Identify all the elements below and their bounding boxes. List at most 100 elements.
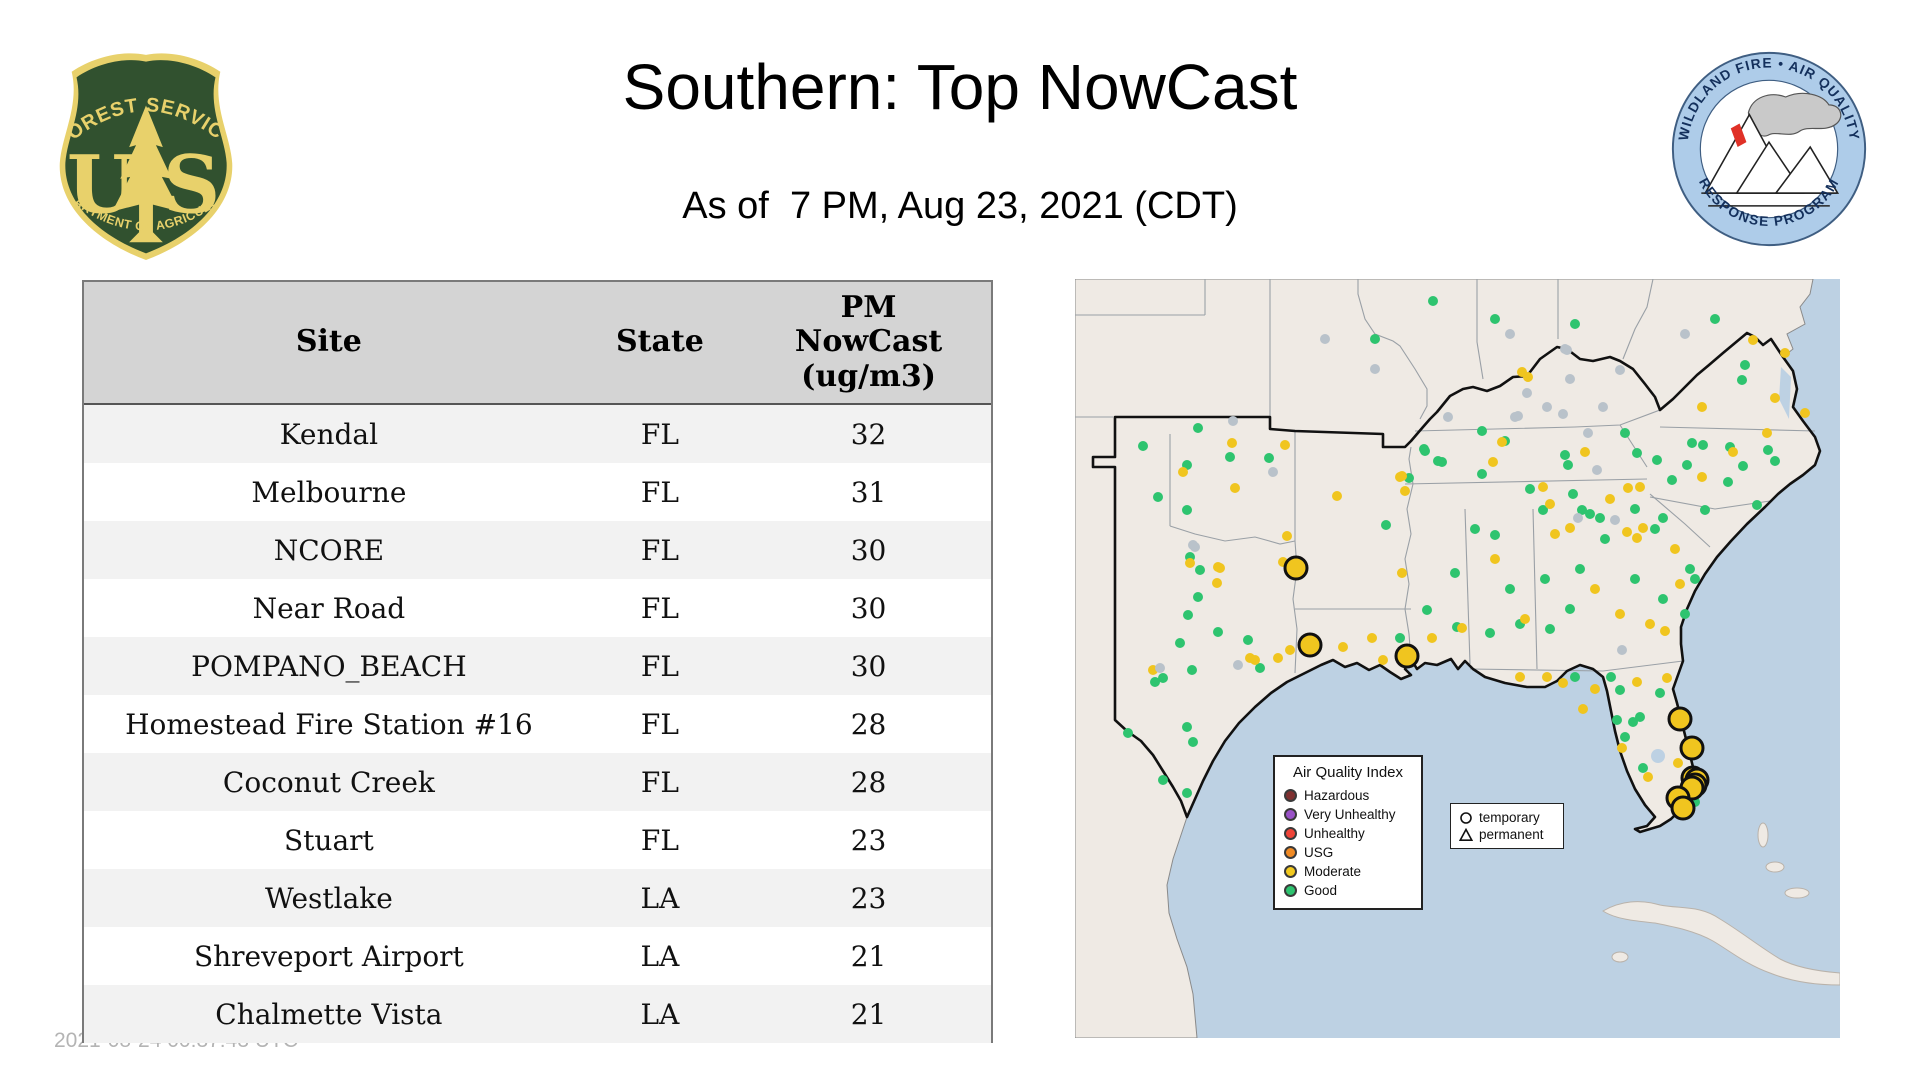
monitor-dot-good xyxy=(1433,456,1443,466)
cell-state: FL xyxy=(640,649,679,683)
aqi-item-label: USG xyxy=(1304,845,1334,860)
cell-site: Melbourne xyxy=(251,475,407,509)
top-site-marker xyxy=(1394,643,1420,669)
top-site-marker xyxy=(1297,632,1323,658)
monitor-dot-good xyxy=(1490,314,1500,324)
top-site-markers xyxy=(1283,555,1710,821)
monitor-dot-moderate xyxy=(1615,609,1625,619)
table-row: Stuart FL 23 xyxy=(84,811,991,869)
monitor-dot-moderate xyxy=(1215,563,1225,573)
table-row: Near Road FL 30 xyxy=(84,579,991,637)
aqi-legend-item: Good xyxy=(1284,881,1412,900)
monitor-dot-no_data xyxy=(1610,515,1620,525)
monitor-dot-moderate xyxy=(1397,471,1407,481)
monitor-dot-moderate xyxy=(1762,428,1772,438)
monitor-dot-good xyxy=(1187,665,1197,675)
aqi-item-label: Moderate xyxy=(1304,864,1362,879)
map-canvas xyxy=(1075,279,1840,1038)
monitor-dot-good xyxy=(1264,453,1274,463)
cell-state: FL xyxy=(640,417,679,451)
aqi-legend-item: Moderate xyxy=(1284,862,1412,881)
monitor-dot-good xyxy=(1243,635,1253,645)
monitor-dot-moderate xyxy=(1643,772,1653,782)
monitor-dot-good xyxy=(1635,712,1645,722)
table-row: POMPANO_BEACH FL 30 xyxy=(84,637,991,695)
temporary-label: temporary xyxy=(1479,810,1540,825)
monitor-dot-good xyxy=(1740,360,1750,370)
monitor-dot-moderate xyxy=(1673,758,1683,768)
monitor-dot-no_data xyxy=(1228,416,1238,426)
cell-state: FL xyxy=(640,591,679,625)
aqi-swatch-icon xyxy=(1284,884,1297,897)
monitor-dot-moderate xyxy=(1517,367,1527,377)
cell-value: 21 xyxy=(850,997,887,1031)
monitor-dot-good xyxy=(1158,673,1168,683)
island xyxy=(1784,887,1810,899)
cell-state: FL xyxy=(640,475,679,509)
monitor-dot-no_data xyxy=(1542,402,1552,412)
cell-value: 30 xyxy=(850,649,887,683)
top-site-marker xyxy=(1679,735,1705,761)
cell-state: FL xyxy=(640,707,679,741)
top-site-marker xyxy=(1283,555,1309,581)
cuba-island xyxy=(1602,901,1840,986)
monitor-dot-good xyxy=(1158,775,1168,785)
monitor-dot-moderate xyxy=(1378,655,1388,665)
monitor-dot-moderate xyxy=(1538,482,1548,492)
pm-header-line1: PM xyxy=(840,289,897,325)
monitor-dot-good xyxy=(1381,520,1391,530)
monitor-dot-no_data xyxy=(1560,344,1570,354)
monitor-dot-no_data xyxy=(1443,412,1453,422)
monitor-dot-good xyxy=(1422,605,1432,615)
monitor-dot-good xyxy=(1723,477,1733,487)
temporary-row: temporary xyxy=(1459,809,1555,826)
monitor-dot-good xyxy=(1685,564,1695,574)
monitor-dot-good xyxy=(1183,610,1193,620)
aqi-legend-title: Air Quality Index xyxy=(1292,764,1404,781)
cell-site: Chalmette Vista xyxy=(215,997,443,1031)
monitor-dot-good xyxy=(1477,426,1487,436)
monitor-dot-good xyxy=(1710,314,1720,324)
marker-type-legend: temporary permanent xyxy=(1450,803,1564,849)
permanent-triangle-icon xyxy=(1459,827,1473,841)
monitor-dot-good xyxy=(1153,492,1163,502)
island xyxy=(1611,951,1629,963)
monitor-dot-no_data xyxy=(1522,388,1532,398)
top-site-marker xyxy=(1670,795,1696,821)
monitor-dot-moderate xyxy=(1697,472,1707,482)
cell-site: POMPANO_BEACH xyxy=(191,649,467,683)
monitor-dot-moderate xyxy=(1623,483,1633,493)
monitor-dot-moderate xyxy=(1632,677,1642,687)
monitor-dot-moderate xyxy=(1400,486,1410,496)
monitor-dot-moderate xyxy=(1578,704,1588,714)
monitor-dot-moderate xyxy=(1780,348,1790,358)
monitor-dot-no_data xyxy=(1155,663,1165,673)
aqi-item-label: Unhealthy xyxy=(1304,826,1365,841)
monitor-dot-moderate xyxy=(1660,626,1670,636)
cell-site: Westlake xyxy=(264,881,393,915)
column-header-state: State xyxy=(573,282,747,405)
table-row: NCORE FL 30 xyxy=(84,521,991,579)
monitor-dot-good xyxy=(1193,423,1203,433)
monitor-dot-good xyxy=(1687,438,1697,448)
monitor-dot-moderate xyxy=(1565,523,1575,533)
cell-site: Near Road xyxy=(252,591,406,625)
monitor-dot-good xyxy=(1690,574,1700,584)
aqi-legend-item: Hazardous xyxy=(1284,786,1412,805)
monitor-dot-good xyxy=(1138,441,1148,451)
monitor-dot-moderate xyxy=(1632,533,1642,543)
monitor-dot-moderate xyxy=(1617,743,1627,753)
column-header-site: Site xyxy=(84,282,574,405)
permanent-label: permanent xyxy=(1479,827,1544,842)
cell-state: FL xyxy=(640,533,679,567)
chesapeake-bay xyxy=(1779,367,1791,419)
monitor-dot-moderate xyxy=(1230,483,1240,493)
monitor-dot-moderate xyxy=(1520,614,1530,624)
monitor-dot-good xyxy=(1612,715,1622,725)
monitor-dot-moderate xyxy=(1282,531,1292,541)
monitor-dot-moderate xyxy=(1728,447,1738,457)
cell-state: LA xyxy=(640,881,680,915)
monitor-dots xyxy=(1123,296,1810,807)
mountains-icon xyxy=(1701,113,1840,207)
